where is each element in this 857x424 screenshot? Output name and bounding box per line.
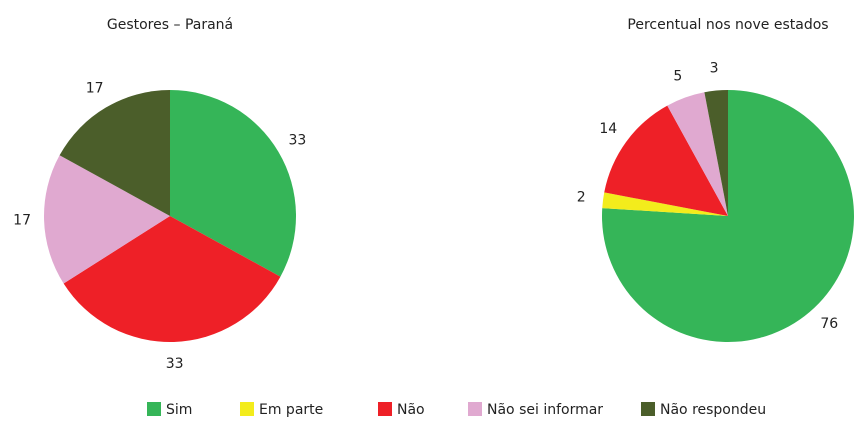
pie-slice — [704, 90, 728, 216]
legend-swatch — [240, 402, 254, 416]
legend-label: Não sei informar — [487, 402, 603, 418]
data-label: 3 — [710, 61, 719, 77]
pie-slice — [667, 92, 728, 216]
chart-title: Percentual nos nove estados — [627, 17, 828, 33]
pie-slice — [170, 90, 296, 277]
data-label: 14 — [599, 121, 617, 137]
data-label: 17 — [86, 81, 104, 97]
legend-swatch — [641, 402, 655, 416]
pie-slice — [602, 192, 728, 216]
data-label: 17 — [13, 213, 31, 229]
pie-slice — [602, 90, 855, 342]
data-label: 76 — [820, 316, 838, 332]
chart-title: Gestores – Paraná — [107, 17, 233, 33]
pie-slice — [604, 105, 728, 216]
pie-slice — [63, 216, 281, 343]
legend-label: Sim — [166, 402, 192, 418]
legend-swatch — [147, 402, 161, 416]
data-label: 33 — [288, 133, 306, 149]
legend-swatch — [468, 402, 482, 416]
legend-swatch — [378, 402, 392, 416]
legend-label: Em parte — [259, 402, 323, 418]
data-label: 2 — [577, 189, 586, 205]
pie-slice — [59, 90, 170, 216]
legend-label: Não respondeu — [660, 402, 766, 418]
data-label: 5 — [673, 69, 682, 85]
legend-label: Não — [397, 402, 425, 418]
data-label: 33 — [166, 356, 184, 372]
pie-slice — [43, 155, 170, 284]
